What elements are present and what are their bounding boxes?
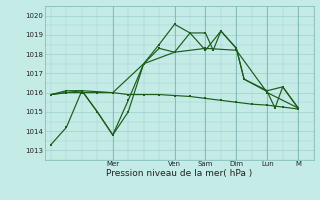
X-axis label: Pression niveau de la mer( hPa ): Pression niveau de la mer( hPa ): [106, 169, 252, 178]
